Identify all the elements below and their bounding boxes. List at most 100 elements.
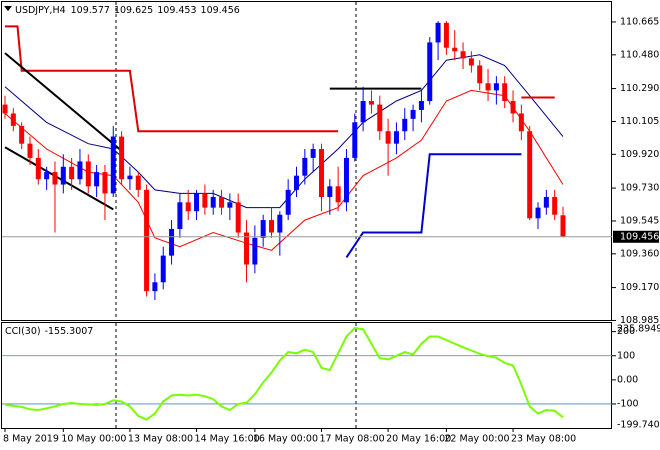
y-tick-label: 109.545	[620, 215, 659, 226]
menu-icon	[4, 6, 12, 11]
candle-body	[19, 125, 25, 144]
candle-body	[210, 196, 216, 208]
candle-body	[343, 157, 349, 203]
candle-body	[202, 193, 208, 208]
x-tick-label: 14 May 16:00	[195, 434, 260, 445]
candle-body	[127, 175, 133, 180]
x-tick-label: 17 May 08:00	[319, 434, 384, 445]
candle-body	[219, 196, 225, 208]
candle-body	[485, 83, 491, 91]
candle-body	[543, 196, 549, 208]
candle-body	[260, 220, 266, 238]
candle-body	[285, 189, 291, 215]
cci-header: CCI(30) -155.3007	[5, 326, 93, 337]
candle-body	[352, 122, 358, 158]
candle-body	[368, 101, 374, 105]
candle-body	[85, 161, 91, 187]
x-tick-label: 20 May 16:00	[386, 434, 451, 445]
candle-body	[527, 131, 533, 219]
candle-body	[477, 65, 483, 84]
candle-body	[535, 207, 541, 219]
candle-body	[393, 131, 399, 144]
candle-body	[502, 83, 508, 102]
candle-body	[410, 109, 416, 119]
y-tick-label: 108.985	[620, 315, 659, 326]
cci-line	[4, 326, 564, 421]
close-value: 109.456	[201, 5, 240, 16]
candle-body	[227, 202, 233, 208]
candle-body	[185, 202, 191, 212]
x-tick-label: 16 May 00:00	[253, 434, 318, 445]
y-tick-label: 109.170	[620, 282, 659, 293]
candle-body	[318, 149, 324, 197]
candle-body	[119, 136, 125, 180]
y-tick-label: 0.00	[617, 374, 638, 385]
candle-body	[360, 101, 366, 123]
open-value: 109.577	[71, 5, 110, 16]
indicator-line	[4, 89, 564, 251]
candle-body	[152, 282, 158, 292]
candle-body	[60, 166, 66, 185]
chart-header: USDJPY,H4 109.577 109.625 109.453 109.456	[15, 5, 240, 16]
candle-body	[27, 143, 33, 158]
candle-body	[44, 172, 50, 180]
candle-body	[468, 58, 474, 66]
indicator-line	[4, 146, 114, 211]
y-tick-label: -100	[617, 398, 639, 409]
candle-body	[52, 172, 58, 185]
price-tag	[613, 230, 659, 243]
candle-body	[452, 47, 458, 52]
y-limit-label: -199.7404	[617, 420, 660, 431]
candle-body	[102, 172, 108, 194]
candle-body	[427, 42, 433, 102]
candle-body	[235, 202, 241, 233]
candle-body	[2, 104, 8, 114]
candle-body	[335, 186, 341, 203]
candle-body	[144, 189, 150, 292]
low-value: 109.453	[157, 5, 196, 16]
candle-body	[443, 22, 449, 48]
candle-body	[194, 193, 200, 212]
candle-body	[560, 215, 566, 237]
x-tick-label: 13 May 08:00	[128, 434, 193, 445]
candle-body	[493, 83, 499, 91]
y-tick-label: 100	[617, 350, 635, 361]
y-limit-label: 235.8949	[617, 324, 660, 335]
y-tick-label: 109.920	[620, 149, 659, 160]
candle-body	[385, 131, 391, 144]
indicator-line	[4, 54, 564, 209]
candle-body	[402, 118, 408, 132]
price-tag-label: 109.456	[620, 231, 659, 242]
x-tick-label: 8 May 2019	[3, 434, 59, 445]
candle-body	[110, 136, 116, 194]
indicator-line	[345, 153, 522, 258]
candle-body	[377, 104, 383, 132]
candle-body	[69, 166, 75, 180]
candle-body	[327, 186, 333, 197]
cci-title: CCI(30)	[5, 326, 41, 337]
indicator-line	[4, 52, 123, 152]
candle-body	[435, 22, 441, 43]
candle-body	[310, 149, 316, 158]
candle-body	[94, 172, 100, 187]
symbol: USDJPY,H4	[15, 5, 66, 16]
candle-body	[552, 196, 558, 215]
x-tick-label: 10 May 00:00	[61, 434, 126, 445]
candle-body	[277, 214, 283, 233]
y-tick-label: 109.360	[620, 248, 659, 259]
candle-body	[510, 101, 516, 114]
y-tick-label: 200	[617, 326, 635, 337]
high-value: 109.625	[114, 5, 153, 16]
candle-body	[302, 157, 308, 176]
candle-body	[177, 202, 183, 229]
candle-body	[135, 175, 141, 190]
x-tick-label: 23 May 08:00	[511, 434, 576, 445]
y-tick-label: 110.665	[620, 16, 659, 27]
candle-body	[77, 161, 83, 180]
cci-value: -155.3007	[45, 326, 94, 337]
candle-body	[35, 157, 41, 180]
y-tick-label: 110.480	[620, 49, 659, 60]
candle-body	[10, 113, 16, 126]
candle-body	[252, 237, 258, 265]
